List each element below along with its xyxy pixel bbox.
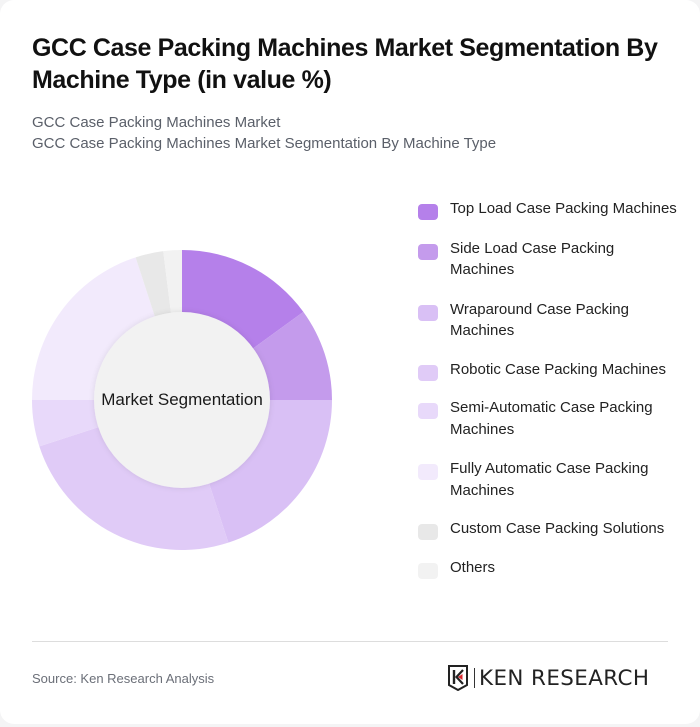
legend-item-top-load[interactable]: Top Load Case Packing Machines bbox=[418, 198, 678, 220]
donut-slice-custom-case-packing-solutions[interactable] bbox=[135, 251, 172, 324]
chart-title: GCC Case Packing Machines Market Segment… bbox=[32, 34, 658, 94]
legend-label: Fully Automatic Case Packing Machines bbox=[450, 460, 649, 499]
legend-swatch bbox=[418, 524, 438, 540]
chart-legend: Top Load Case Packing Machines Side Load… bbox=[418, 198, 678, 579]
donut-slice-others[interactable] bbox=[163, 250, 182, 321]
legend-label: Semi-Automatic Case Packing Machines bbox=[450, 399, 653, 438]
legend-swatch bbox=[418, 204, 438, 220]
legend-swatch bbox=[418, 403, 438, 419]
legend-label: Custom Case Packing Solutions bbox=[450, 520, 665, 537]
legend-item-others[interactable]: Others bbox=[418, 557, 678, 579]
legend-swatch bbox=[418, 364, 438, 381]
donut-svg bbox=[32, 250, 332, 550]
source-note: Source: Ken Research Analysis bbox=[32, 671, 215, 686]
ken-research-logo: KEN RESEARCH bbox=[447, 665, 650, 691]
legend-label: Wraparound Case Packing Machines bbox=[450, 300, 629, 340]
donut-slice-top-load-case-packing-machines[interactable] bbox=[182, 250, 304, 353]
logo-separator bbox=[474, 668, 475, 688]
legend-item-side-load[interactable]: Side Load Case Packing Machines bbox=[418, 238, 678, 281]
legend-label: Side Load Case Packing Machines bbox=[450, 239, 615, 279]
legend-item-wraparound[interactable]: Wraparound Case Packing Machines bbox=[418, 299, 678, 342]
logo-text: KEN RESEARCH bbox=[479, 666, 650, 690]
legend-label: Top Load Case Packing Machines bbox=[450, 200, 677, 217]
subtitle-segmentation: GCC Case Packing Machines Market Segment… bbox=[32, 135, 497, 152]
legend-item-fully-automatic[interactable]: Fully Automatic Case Packing Machines bbox=[418, 458, 678, 501]
donut-center bbox=[94, 312, 270, 488]
donut-chart: Market Segmentation bbox=[32, 250, 332, 550]
ken-research-logo-icon bbox=[448, 665, 468, 691]
donut-slice-robotic-case-packing-machines[interactable] bbox=[39, 424, 229, 550]
legend-item-robotic[interactable]: Robotic Case Packing Machines bbox=[418, 359, 678, 381]
legend-item-custom[interactable]: Custom Case Packing Solutions bbox=[418, 518, 678, 540]
legend-label: Others bbox=[450, 558, 496, 576]
donut-slice-side-load-case-packing-machines[interactable] bbox=[246, 311, 332, 400]
subtitle-market: GCC Case Packing Machines Market bbox=[32, 114, 281, 131]
donut-slice-fully-automatic-case-packing-machines[interactable] bbox=[32, 257, 158, 400]
legend-swatch bbox=[418, 243, 438, 260]
chart-subtitle: GCC Case Packing Machines Market GCC Cas… bbox=[32, 112, 672, 154]
legend-swatch bbox=[418, 562, 438, 579]
legend-item-semi-automatic[interactable]: Semi-Automatic Case Packing Machines bbox=[418, 397, 678, 440]
legend-swatch bbox=[418, 304, 438, 321]
donut-slice-semi-automatic-case-packing-machines[interactable] bbox=[32, 400, 106, 447]
legend-label: Robotic Case Packing Machines bbox=[450, 360, 666, 378]
footer-divider bbox=[32, 641, 668, 642]
legend-swatch bbox=[418, 464, 438, 480]
donut-slice-wraparound-case-packing-machines[interactable] bbox=[206, 400, 332, 543]
